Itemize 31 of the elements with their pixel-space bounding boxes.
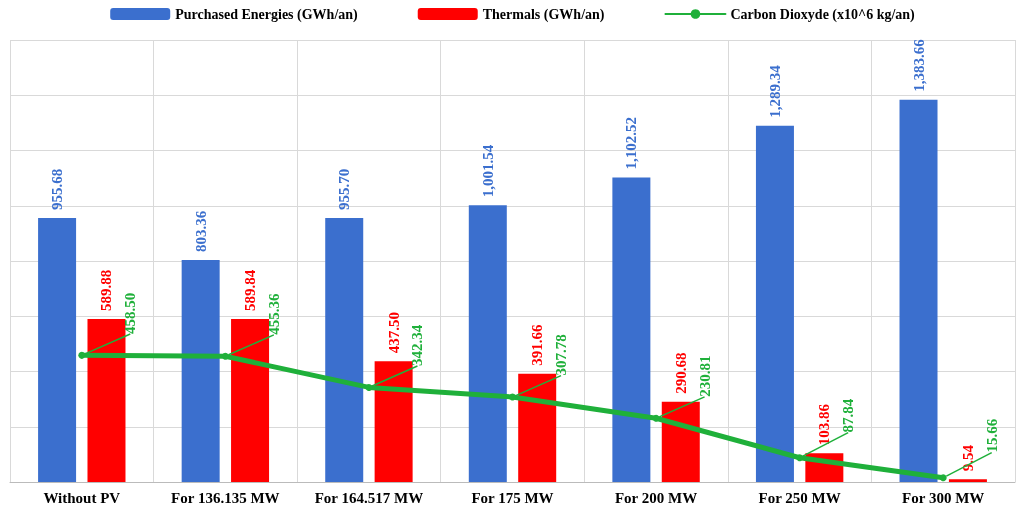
data-label: 1,001.54	[479, 144, 496, 198]
data-label: 955.70	[336, 168, 353, 210]
legend-label: Thermals (GWh/an)	[482, 6, 605, 23]
x-tick-label: For 175 MW	[471, 489, 554, 506]
data-label: 307.78	[553, 334, 569, 376]
data-label: 1,102.52	[623, 116, 640, 170]
legend-label: Purchased Energies (GWh/an)	[175, 6, 359, 23]
x-tick-label: For 250 MW	[758, 489, 841, 506]
x-tick-label: For 136.135 MW	[171, 489, 280, 506]
data-label: 455.36	[265, 293, 282, 335]
data-label: 955.68	[49, 168, 66, 210]
x-tick-label: For 200 MW	[614, 489, 698, 506]
data-label: 290.68	[672, 352, 689, 394]
data-label: 391.66	[529, 324, 546, 366]
data-label: 15.66	[983, 418, 1000, 453]
data-label: 589.88	[98, 269, 115, 312]
data-label: 230.81	[696, 355, 713, 397]
x-tick-label: For 300 MW	[902, 489, 985, 506]
data-label: 103.86	[816, 403, 833, 446]
x-tick-label: For 164.517 MW	[314, 489, 424, 506]
data-label: 1,383.66	[910, 38, 927, 92]
data-label: 342.34	[409, 324, 426, 367]
data-label: 437.50	[385, 311, 402, 354]
data-label: 1,289.34	[766, 64, 783, 118]
data-label: 589.84	[242, 269, 259, 312]
data-label: 9.54	[959, 444, 976, 472]
legend-label: Carbon Dioxyde (x10^6 kg/an)	[730, 6, 916, 23]
x-tick-label: Without PV	[43, 489, 121, 506]
data-label: 87.84	[840, 398, 857, 433]
data-label: 458.50	[122, 292, 139, 334]
data-label: 803.36	[192, 210, 209, 253]
